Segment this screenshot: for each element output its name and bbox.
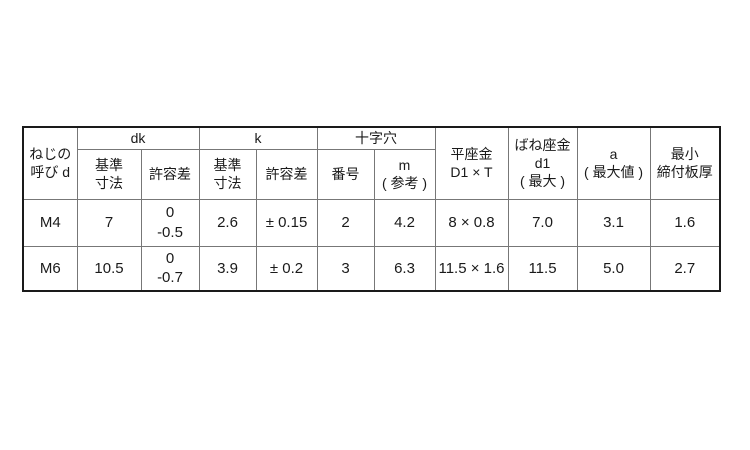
cell-m6-min-plate: 2.7	[649, 245, 721, 292]
header-min-plate-line1: 最小	[670, 146, 699, 163]
table-row-m6: M6 10.5 0 -0.7 3.9 ± 0.2 3 6.3 11.5 × 1.…	[22, 245, 721, 292]
header-spring-washer-line1: ばね座金	[514, 136, 571, 153]
header-dk-basic-line1: 基準	[95, 156, 123, 173]
screw-spec-table: ねじの 呼び d dk k 十字穴 平座金 D1 × T ばね座金 d1 ( 最…	[22, 126, 721, 292]
cell-m4-name: M4	[22, 198, 78, 247]
header-spring-washer-line3: ( 最大 )	[519, 173, 566, 190]
header-flat-washer-line1: 平座金	[450, 146, 493, 163]
cell-m4-dk-tolerance: 0 -0.5	[140, 198, 200, 247]
cell-m4-cross-number: 2	[316, 198, 375, 247]
header-a-max-line1: a	[609, 146, 618, 163]
header-cross-m-line1: m	[398, 156, 411, 173]
header-k-tolerance: 許容差	[255, 148, 318, 200]
header-k-basic-line1: 基準	[213, 156, 242, 173]
header-sub-row: 基準 寸法 許容差 基準 寸法 許容差 番号 m ( 参考 )	[23, 148, 720, 200]
cell-m6-dk-tolerance: 0 -0.7	[140, 245, 200, 292]
header-group-dk: dk	[76, 126, 200, 150]
header-a-max: a ( 最大値 )	[576, 126, 651, 200]
cell-m6-cross-m: 6.3	[373, 245, 436, 292]
cell-m6-dk-tol-line1: 0	[165, 249, 175, 267]
header-a-max-line2: ( 最大値 )	[583, 164, 644, 181]
cell-m4-flat-washer: 8 × 0.8	[434, 198, 509, 247]
cell-m6-spring-washer: 11.5	[507, 245, 578, 292]
header-group-row: ねじの 呼び d dk k 十字穴 平座金 D1 × T ばね座金 d1 ( 最…	[22, 126, 721, 200]
cell-m6-flat-washer: 11.5 × 1.6	[434, 245, 509, 292]
header-cross-number: 番号	[316, 148, 375, 200]
header-flat-washer-line2: D1 × T	[450, 164, 493, 181]
cell-m4-dk-tol-line1: 0	[165, 204, 175, 221]
cell-m4-k-tolerance: ± 0.15	[255, 198, 318, 247]
cell-m4-cross-m: 4.2	[373, 198, 436, 247]
header-min-plate-thickness: 最小 締付板厚	[649, 126, 721, 200]
header-cross-m-line2: ( 参考 )	[381, 175, 428, 191]
header-dk-tolerance: 許容差	[140, 148, 200, 200]
cell-m4-min-plate: 1.6	[649, 198, 721, 247]
header-screw-size-line2: 呼び d	[30, 164, 71, 181]
cell-m6-dk-tol-line2: -0.7	[157, 269, 183, 287]
header-k-basic-line2: 寸法	[213, 175, 242, 191]
cell-m4-spring-washer: 7.0	[507, 198, 578, 247]
cell-m4-k-basic: 2.6	[198, 198, 257, 247]
cell-m6-k-tolerance: ± 0.2	[255, 245, 318, 292]
header-screw-size: ねじの 呼び d	[22, 126, 78, 200]
header-dk-basic-line2: 寸法	[95, 175, 123, 191]
cell-m6-k-basic: 3.9	[198, 245, 257, 292]
cell-m6-cross-number: 3	[316, 245, 375, 292]
header-screw-size-line1: ねじの	[29, 146, 72, 163]
header-spring-washer-line2: d1	[534, 155, 551, 172]
cell-m6-dk-basic: 10.5	[76, 245, 142, 292]
cell-m4-dk-basic: 7	[76, 198, 142, 247]
cell-m6-name: M6	[22, 245, 78, 292]
header-flat-washer: 平座金 D1 × T	[434, 126, 509, 200]
cell-m4-dk-tol-line2: -0.5	[157, 223, 183, 241]
table-row-m4: M4 7 0 -0.5 2.6 ± 0.15 2 4.2 8 × 0.8 7.0…	[22, 198, 721, 247]
header-group-k: k	[198, 126, 318, 150]
header-dk-basic: 基準 寸法	[76, 148, 142, 200]
cell-m4-a-max: 3.1	[576, 198, 651, 247]
header-group-cross-recess: 十字穴	[316, 126, 436, 150]
header-k-basic: 基準 寸法	[198, 148, 257, 200]
cell-m6-a-max: 5.0	[576, 245, 651, 292]
header-cross-m: m ( 参考 )	[373, 148, 436, 200]
header-spring-washer: ばね座金 d1 ( 最大 )	[507, 126, 578, 200]
header-min-plate-line2: 締付板厚	[656, 164, 713, 181]
